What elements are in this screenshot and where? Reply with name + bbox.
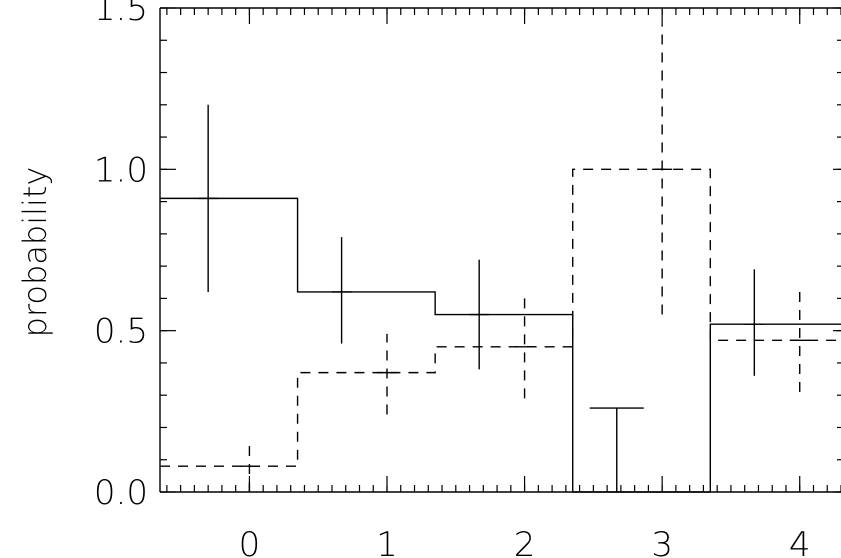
y-tick-label: 0.5 [94,312,148,352]
y-tick-label: 1.0 [94,150,148,190]
plot-frame [159,7,841,493]
x-tick-label: 4 [789,525,811,558]
x-tick-label: 3 [651,525,673,558]
y-tick-label: 0.0 [94,473,148,513]
tick-labels: 0.0 0.5 1.0 1.5 0 1 2 3 4 [94,0,811,558]
series-layer [160,24,841,493]
solid-histogram-line [160,197,841,493]
y-axis-label: probability [16,167,54,338]
x-tick-label: 0 [239,525,261,558]
axis-ticks [160,7,841,493]
dashed-histogram-line [160,168,841,467]
y-tick-label: 1.5 [94,0,148,29]
x-tick-label: 1 [376,525,398,558]
x-tick-label: 2 [514,525,536,558]
